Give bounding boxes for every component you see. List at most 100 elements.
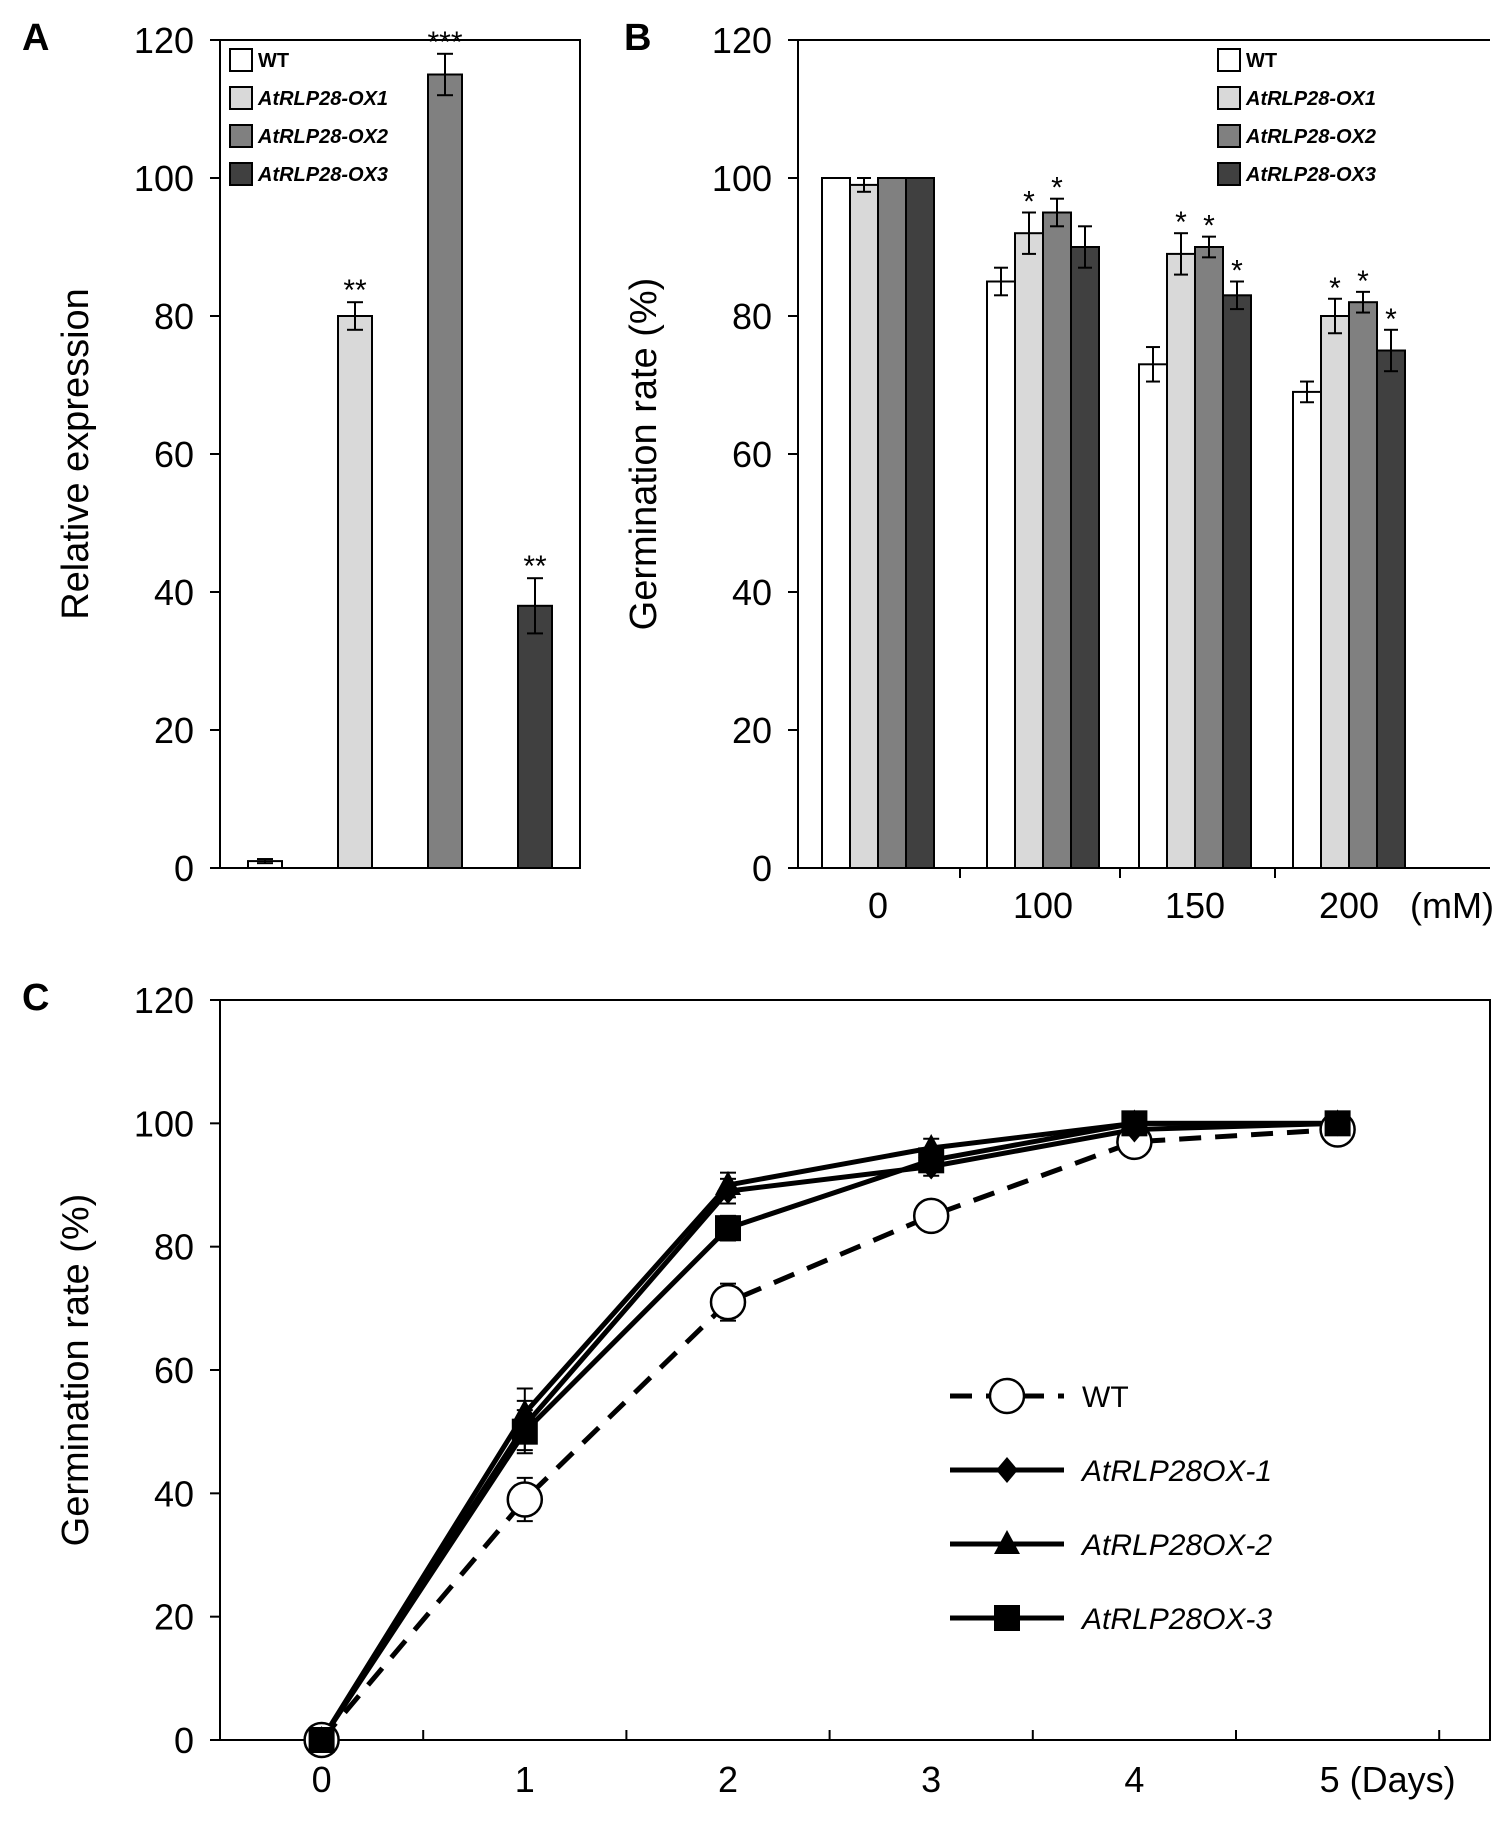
panel-c-series-line-atrlp28ox-1 — [319, 1120, 1338, 1742]
panel-b-significance-200-atrlp28-ox2: * — [1357, 265, 1369, 298]
panel-b-x-tick-label-150: 150 — [1165, 885, 1225, 926]
panel-c-x-tick-label: 4 — [1124, 1759, 1144, 1800]
panel-c-y-tick-label: 40 — [154, 1473, 194, 1514]
panel-b-y-tick-label: 80 — [732, 296, 772, 337]
panel-c-y-tick-label: 0 — [174, 1720, 194, 1761]
panel-c-y-tick-label: 20 — [154, 1597, 194, 1638]
panel-a-significance-atrlp28-ox1: ** — [343, 274, 367, 307]
panel-b-x-tick-label-200: 200 — [1319, 885, 1379, 926]
panel-c-point-atrlp28ox-3 — [1121, 1110, 1148, 1137]
panel-a-y-tick-label: 40 — [154, 572, 194, 613]
panel-b-bar-100-wt — [986, 280, 1016, 869]
panel-b-bar-100-atrlp28-ox2 — [1042, 211, 1072, 869]
panel-b-y-axis-title: Germination rate (%) — [623, 278, 665, 631]
panel-b-bar-0-atrlp28-ox3 — [905, 177, 935, 869]
panel-a-legend-label-wt: WT — [258, 50, 289, 72]
panel-b-y-tick-label: 0 — [752, 848, 772, 889]
panel-b-legend-label-wt: WT — [1246, 50, 1277, 72]
panel-c-legend-label-wt: WT — [1082, 1381, 1129, 1414]
panel-c-legend-marker-wt — [988, 1377, 1026, 1415]
panel-b-significance-100-atrlp28-ox1: * — [1023, 186, 1035, 219]
panel-b-legend-label-atrlp28-ox1: AtRLP28-OX1 — [1245, 88, 1376, 110]
panel-a-bar-atrlp28-ox3 — [517, 604, 553, 869]
panel-a-legend-swatch-wt — [229, 48, 253, 72]
panel-b-y-tick-label: 100 — [712, 158, 772, 199]
panel-a-legend-label-atrlp28-ox1: AtRLP28-OX1 — [257, 88, 388, 110]
panel-c-series-line-atrlp28ox-2 — [319, 1120, 1338, 1742]
panel-b-bar-100-atrlp28-ox3 — [1070, 246, 1100, 869]
panel-b-bar-0-atrlp28-ox2 — [877, 177, 907, 869]
panel-c-y-tick-label: 80 — [154, 1227, 194, 1268]
panel-b-bar-150-atrlp28-ox3 — [1222, 294, 1252, 869]
panel-c-legend-marker-atrlp28ox-2 — [994, 1530, 1020, 1554]
panel-c-x-tick-label: 2 — [718, 1759, 738, 1800]
panel-b-bar-150-atrlp28-ox1 — [1166, 252, 1196, 869]
panel-c-y-tick-label: 60 — [154, 1350, 194, 1391]
panel-a-bar-atrlp28-ox1 — [337, 315, 373, 869]
panel-c-point-atrlp28ox-3 — [511, 1418, 538, 1445]
panel-c-x-tick-label: 3 — [921, 1759, 941, 1800]
panel-b-x-tick-label-100: 100 — [1013, 885, 1073, 926]
panel-c-legend-label-atrlp28ox-2: AtRLP28OX-2 — [1080, 1529, 1272, 1562]
panel-a-legend-swatch-atrlp28-ox3 — [229, 162, 253, 186]
panel-b-legend-swatch-wt — [1217, 48, 1241, 72]
panel-c-y-tick-label: 120 — [134, 980, 194, 1021]
panel-b-y-tick-label: 120 — [712, 20, 772, 61]
panel-b-bar-200-atrlp28-ox2 — [1348, 301, 1378, 869]
panel-c-x-tick-label: 5 (Days) — [1320, 1759, 1456, 1800]
panel-c-point-atrlp28ox-3 — [1324, 1110, 1351, 1137]
panel-a-legend-swatch-atrlp28-ox2 — [229, 124, 253, 148]
panel-b-bar-150-wt — [1138, 363, 1168, 869]
panel-c-legend-marker-atrlp28ox-1 — [996, 1457, 1018, 1483]
panel-b-bar-100-atrlp28-ox1 — [1014, 232, 1044, 869]
panel-a-y-axis-title: Relative expression — [55, 288, 97, 620]
panel-a-legend-label-atrlp28-ox3: AtRLP28-OX3 — [257, 164, 388, 186]
panel-c-x-tick-label: 0 — [312, 1759, 332, 1800]
panel-b-legend-label-atrlp28-ox2: AtRLP28-OX2 — [1245, 126, 1376, 148]
panel-b-bar-200-atrlp28-ox3 — [1376, 349, 1406, 869]
panel-c-plot-frame — [219, 999, 1491, 1741]
panel-b-bar-150-atrlp28-ox2 — [1194, 246, 1224, 869]
panel-a-legend-label-atrlp28-ox2: AtRLP28-OX2 — [257, 126, 388, 148]
panel-a-bar-atrlp28-ox2 — [427, 73, 463, 869]
panel-a-significance-atrlp28-ox3: ** — [523, 550, 547, 583]
panel-b-legend-swatch-atrlp28-ox3 — [1217, 162, 1241, 186]
panel-b-bar-200-atrlp28-ox1 — [1320, 315, 1350, 869]
panel-c-point-wt — [506, 1481, 544, 1518]
panel-b-significance-100-atrlp28-ox2: * — [1051, 172, 1063, 205]
panel-b-bar-200-wt — [1292, 390, 1322, 869]
panel-c-point-wt — [912, 1197, 950, 1235]
panel-c-point-atrlp28ox-3 — [308, 1727, 335, 1753]
panel-b-letter: B — [624, 17, 651, 59]
panel-b-x-tick-label-0: 0 — [868, 885, 888, 926]
panel-c-germination-timecourse-chart: C 0 20 40 60 80 100 120 Germination rate (%) 0 1 2 3… — [22, 977, 1491, 1800]
panel-a-letter: A — [22, 17, 49, 59]
panel-b-significance-200-atrlp28-ox1: * — [1329, 272, 1341, 305]
panel-a-legend-swatch-atrlp28-ox1 — [229, 86, 253, 110]
panel-b-significance-150-atrlp28-ox1: * — [1175, 206, 1187, 239]
panel-a-y-tick-label: 120 — [134, 20, 194, 61]
panel-c-point-atrlp28ox-2 — [715, 1171, 741, 1195]
panel-b-significance-150-atrlp28-ox3: * — [1231, 255, 1243, 288]
panel-b-legend-swatch-atrlp28-ox1 — [1217, 86, 1241, 110]
panel-b-x-unit-label: (mM) — [1410, 885, 1494, 926]
panel-b-bar-0-atrlp28-ox1 — [849, 183, 879, 869]
panel-b-y-tick-label: 60 — [732, 434, 772, 475]
panel-c-point-wt — [709, 1283, 747, 1321]
panel-b-significance-150-atrlp28-ox2: * — [1203, 210, 1215, 243]
panel-c-point-atrlp28ox-3 — [918, 1147, 945, 1174]
panel-b-y-tick-label: 20 — [732, 710, 772, 751]
panel-c-legend-marker-atrlp28ox-3 — [994, 1605, 1020, 1631]
panel-c-series-line-atrlp28ox-3 — [319, 1120, 1338, 1742]
panel-b-legend-swatch-atrlp28-ox2 — [1217, 124, 1241, 148]
panel-c-y-axis-title: Germination rate (%) — [55, 1194, 97, 1547]
panel-a-y-tick-label: 100 — [134, 158, 194, 199]
panel-a-y-tick-label: 0 — [174, 848, 194, 889]
panel-c-point-atrlp28ox-3 — [715, 1215, 741, 1242]
panel-c-legend-label-atrlp28ox-3: AtRLP28OX-3 — [1080, 1603, 1272, 1636]
panel-a-y-tick-label: 60 — [154, 434, 194, 475]
panel-c-legend-label-atrlp28ox-1: AtRLP28OX-1 — [1080, 1455, 1272, 1488]
panel-a-significance-atrlp28-ox2: *** — [427, 26, 462, 59]
